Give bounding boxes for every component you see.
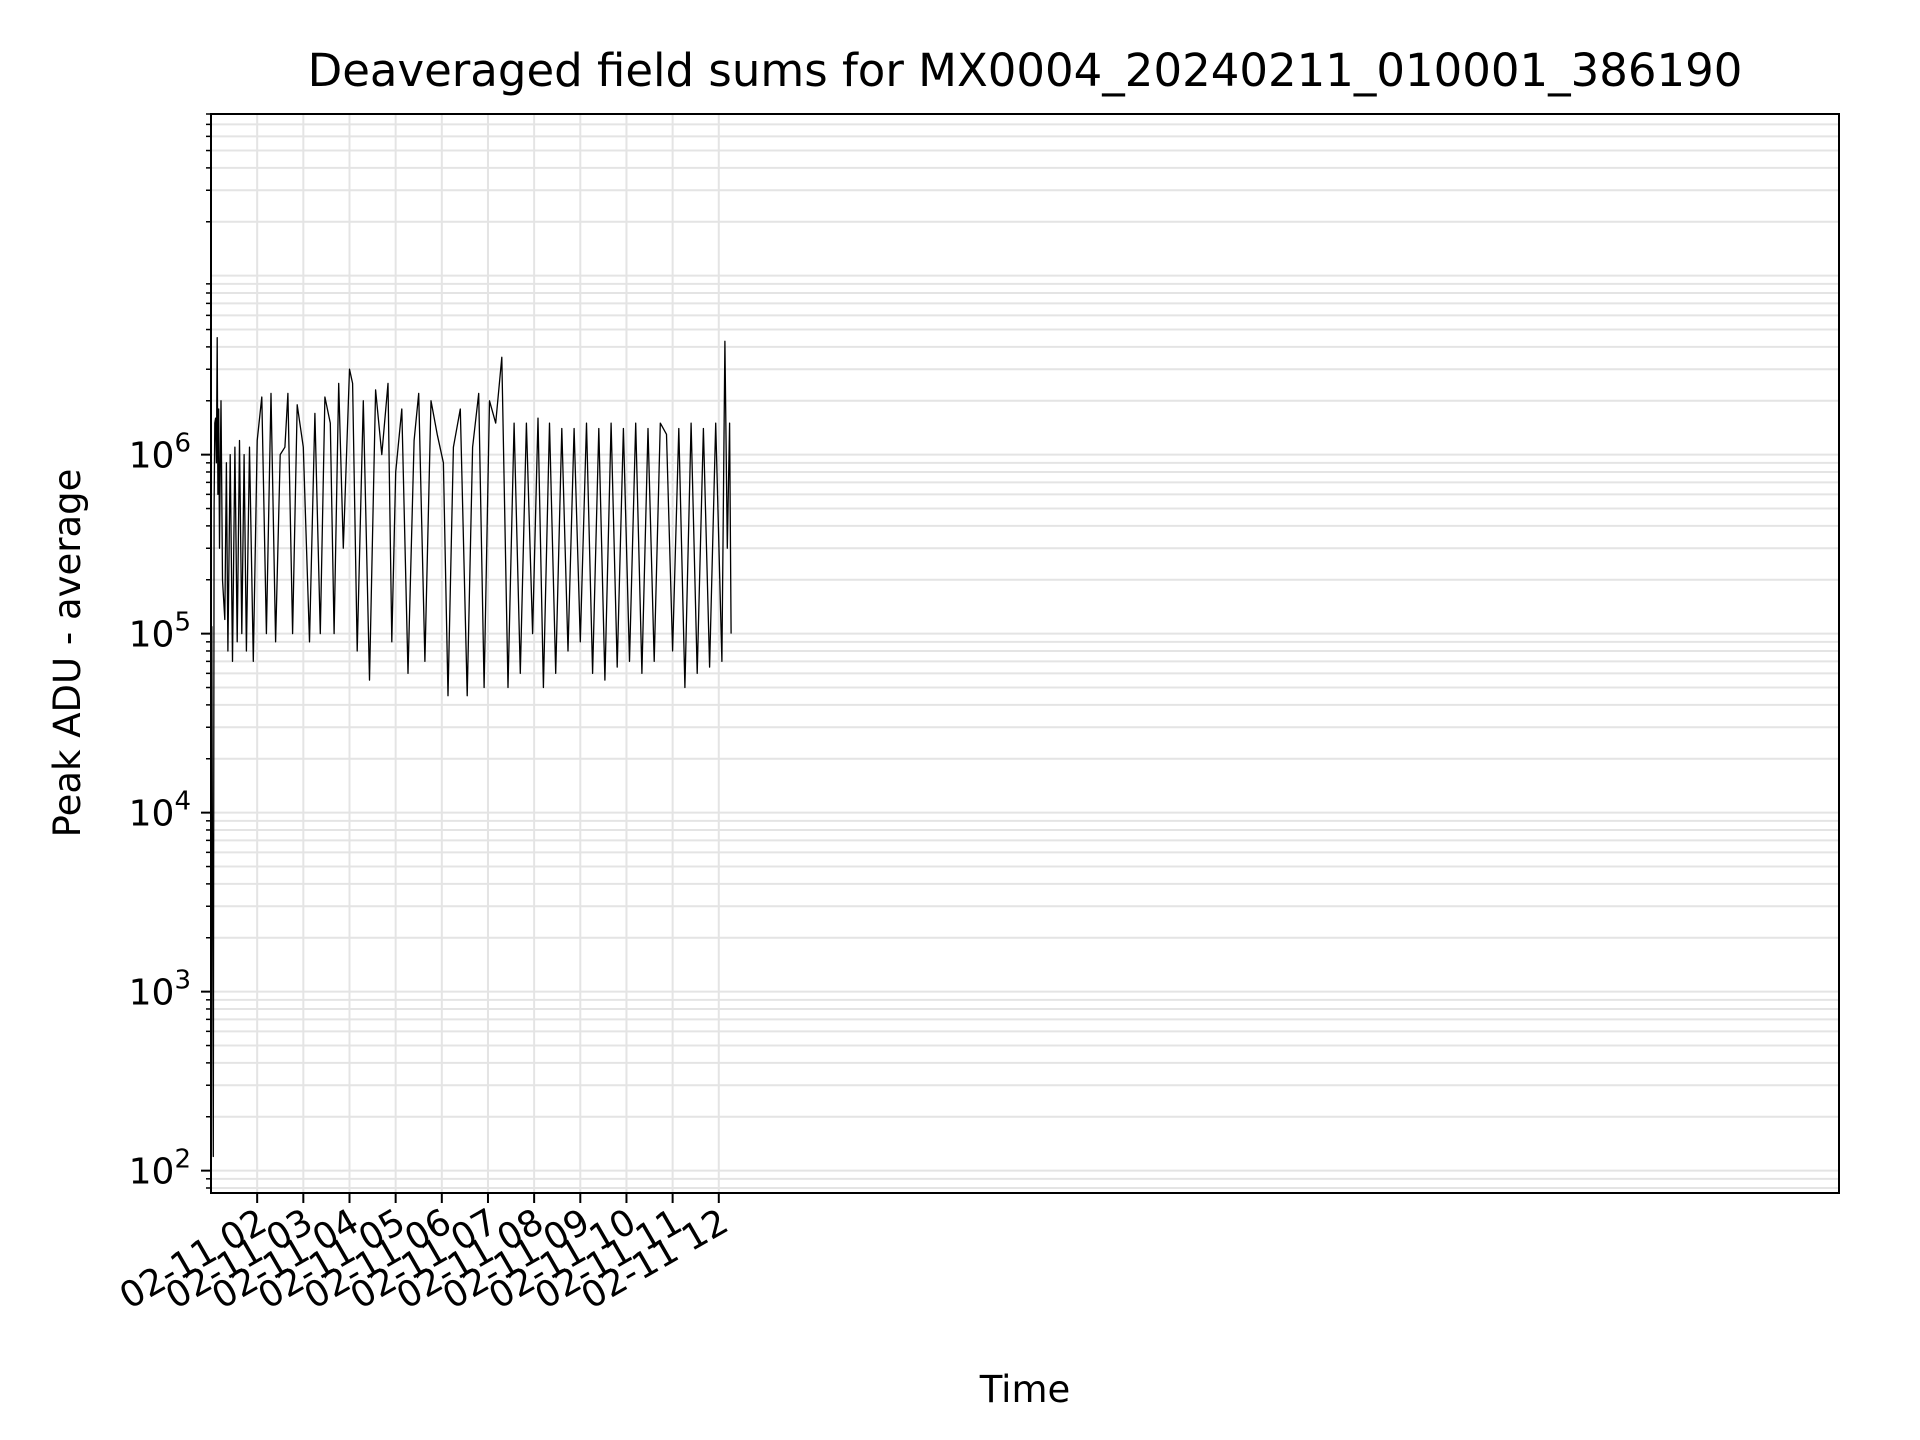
y-tick-label: 102 bbox=[129, 1145, 191, 1193]
grid bbox=[211, 113, 1839, 1193]
chart-title: Deaveraged field sums for MX0004_2024021… bbox=[308, 44, 1743, 97]
series-line-0 bbox=[211, 337, 732, 1158]
y-tick-label: 103 bbox=[129, 966, 191, 1014]
y-tick-label: 105 bbox=[129, 608, 191, 656]
y-tick-label: 104 bbox=[129, 787, 191, 835]
y-tick-label: 106 bbox=[129, 429, 191, 477]
y-axis-label: Peak ADU - average bbox=[46, 469, 89, 838]
data-series bbox=[211, 337, 732, 1158]
x-axis-label: Time bbox=[979, 1368, 1071, 1411]
plot-frame bbox=[210, 113, 1840, 1194]
